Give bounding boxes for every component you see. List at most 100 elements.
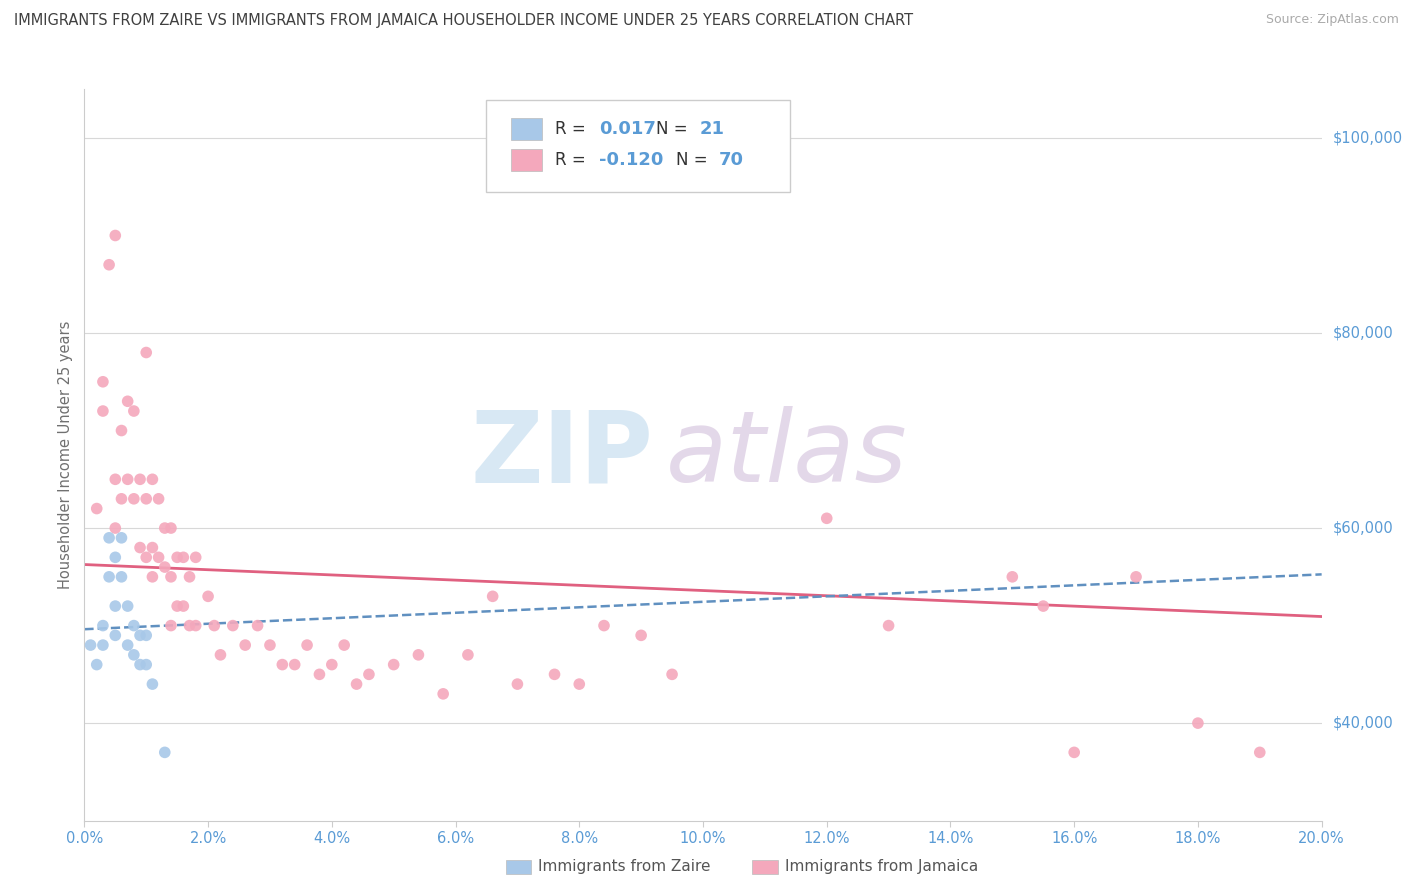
Point	[333, 638, 356, 652]
Text: atlas: atlas	[666, 407, 907, 503]
Point	[91, 638, 114, 652]
Point	[259, 638, 281, 652]
Point	[148, 550, 170, 565]
Text: Immigrants from Jamaica: Immigrants from Jamaica	[785, 859, 977, 873]
FancyBboxPatch shape	[512, 119, 543, 140]
Point	[104, 472, 127, 486]
Point	[160, 618, 183, 632]
Point	[1032, 599, 1054, 613]
Point	[184, 550, 207, 565]
Point	[129, 472, 152, 486]
Point	[271, 657, 294, 672]
Point	[117, 638, 139, 652]
Point	[153, 745, 176, 759]
Point	[172, 599, 194, 613]
Point	[346, 677, 368, 691]
Point	[1063, 745, 1085, 759]
Point	[233, 638, 256, 652]
Text: 70: 70	[718, 151, 744, 169]
Point	[160, 521, 183, 535]
Point	[308, 667, 330, 681]
Point	[86, 657, 108, 672]
Point	[222, 618, 245, 632]
Point	[135, 550, 157, 565]
Point	[1187, 716, 1209, 731]
Point	[284, 657, 307, 672]
Point	[593, 618, 616, 632]
Point	[79, 638, 101, 652]
Point	[382, 657, 405, 672]
Point	[481, 590, 503, 604]
Point	[117, 472, 139, 486]
Point	[506, 677, 529, 691]
Point	[184, 618, 207, 632]
Point	[122, 491, 145, 506]
Point	[122, 648, 145, 662]
Point	[197, 590, 219, 604]
Point	[98, 531, 121, 545]
Y-axis label: Householder Income Under 25 years: Householder Income Under 25 years	[58, 321, 73, 589]
Point	[661, 667, 683, 681]
Point	[153, 521, 176, 535]
Text: -0.120: -0.120	[599, 151, 664, 169]
Point	[98, 570, 121, 584]
FancyBboxPatch shape	[486, 100, 790, 192]
Point	[877, 618, 900, 632]
Point	[104, 628, 127, 642]
Point	[1125, 570, 1147, 584]
Point	[129, 657, 152, 672]
Point	[166, 599, 188, 613]
Text: ZIP: ZIP	[471, 407, 654, 503]
Text: IMMIGRANTS FROM ZAIRE VS IMMIGRANTS FROM JAMAICA HOUSEHOLDER INCOME UNDER 25 YEA: IMMIGRANTS FROM ZAIRE VS IMMIGRANTS FROM…	[14, 13, 912, 29]
Point	[295, 638, 318, 652]
Point	[1249, 745, 1271, 759]
Point	[408, 648, 430, 662]
Point	[104, 521, 127, 535]
Point	[357, 667, 380, 681]
Point	[141, 677, 163, 691]
Point	[104, 550, 127, 565]
Point	[91, 375, 114, 389]
Point	[141, 570, 163, 584]
Point	[457, 648, 479, 662]
Point	[110, 424, 132, 438]
Point	[141, 472, 163, 486]
Point	[135, 491, 157, 506]
Point	[815, 511, 838, 525]
Text: $80,000: $80,000	[1333, 326, 1393, 341]
Point	[91, 404, 114, 418]
Point	[179, 570, 201, 584]
Text: Source: ZipAtlas.com: Source: ZipAtlas.com	[1265, 13, 1399, 27]
Point	[117, 394, 139, 409]
Point	[202, 618, 225, 632]
Point	[129, 541, 152, 555]
Point	[135, 345, 157, 359]
Point	[110, 491, 132, 506]
Point	[172, 550, 194, 565]
Point	[209, 648, 232, 662]
Point	[148, 491, 170, 506]
Text: R =: R =	[554, 151, 591, 169]
Point	[179, 618, 201, 632]
Text: $100,000: $100,000	[1333, 130, 1403, 145]
Point	[110, 531, 132, 545]
Point	[568, 677, 591, 691]
Point	[117, 599, 139, 613]
Point	[160, 570, 183, 584]
Point	[86, 501, 108, 516]
Point	[110, 570, 132, 584]
Point	[1001, 570, 1024, 584]
Point	[122, 618, 145, 632]
Text: Immigrants from Zaire: Immigrants from Zaire	[538, 859, 711, 873]
Point	[135, 628, 157, 642]
Point	[153, 560, 176, 574]
Point	[122, 404, 145, 418]
Point	[630, 628, 652, 642]
Point	[543, 667, 565, 681]
Point	[141, 541, 163, 555]
Point	[321, 657, 343, 672]
Point	[104, 228, 127, 243]
Point	[104, 599, 127, 613]
Point	[129, 628, 152, 642]
Text: 0.017: 0.017	[599, 120, 657, 138]
